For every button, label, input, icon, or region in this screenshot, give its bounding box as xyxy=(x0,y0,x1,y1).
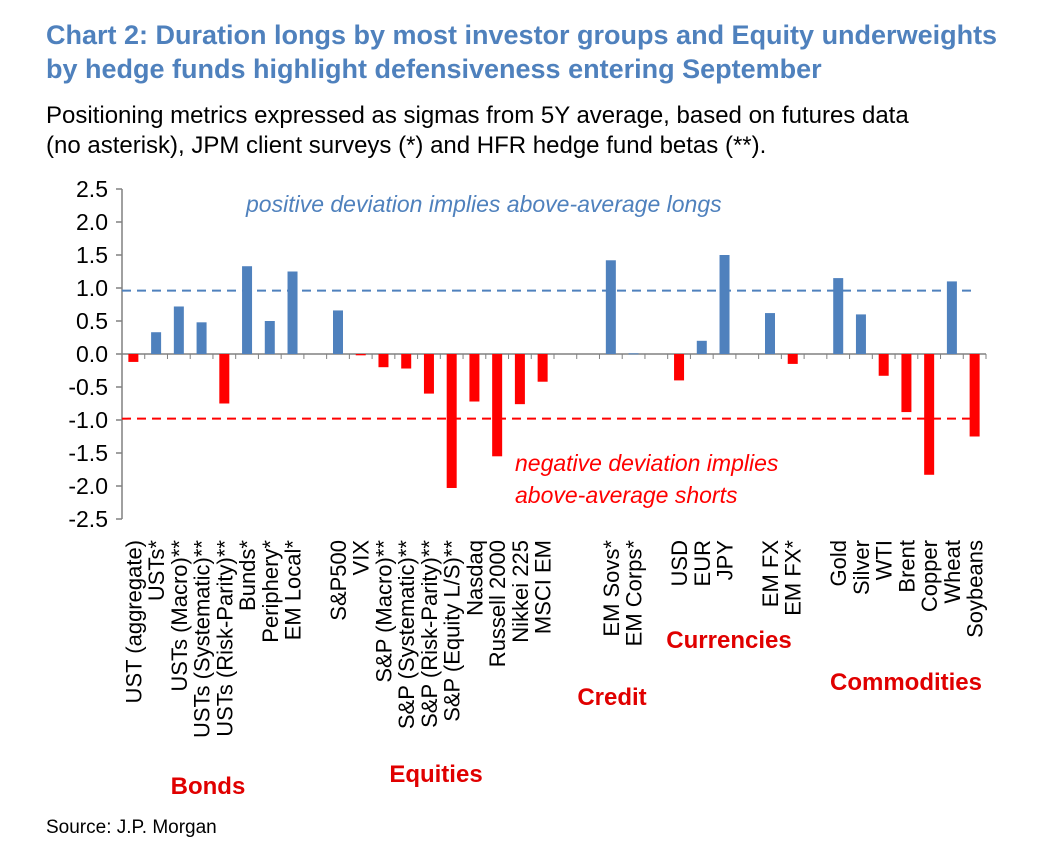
chart-subtitle-line-2: (no asterisk), JPM client surveys (*) an… xyxy=(46,132,767,159)
bar xyxy=(855,314,866,354)
bar xyxy=(469,354,480,402)
y-tick-label: 2.5 xyxy=(76,176,108,202)
bar xyxy=(401,354,412,369)
bar xyxy=(264,321,275,354)
bar xyxy=(287,271,298,354)
category-label: USTs (Systematic)** xyxy=(190,540,215,738)
bar xyxy=(901,354,912,413)
group-label-equities: Equities xyxy=(389,761,482,788)
bar xyxy=(946,281,957,354)
bar xyxy=(787,354,798,364)
bar xyxy=(537,354,548,382)
bar xyxy=(628,353,639,355)
category-label: WTI xyxy=(872,540,897,580)
category-label: EUR xyxy=(690,540,715,586)
bar xyxy=(696,340,707,354)
negative-annotation-line-1: negative deviation implies xyxy=(515,450,779,476)
bar xyxy=(446,354,457,488)
chart-title-line-2: by hedge funds highlight defensiveness e… xyxy=(46,54,822,84)
category-label: S&P500 xyxy=(326,540,351,621)
category-label: JPY xyxy=(713,540,738,581)
category-label: S&P (Risk-Parity)** xyxy=(417,540,442,728)
group-label-commodities: Commodities xyxy=(830,669,982,696)
positive-annotation: positive deviation implies above-average… xyxy=(245,191,722,217)
chart-subtitle-line-1: Positioning metrics expressed as sigmas … xyxy=(46,102,909,129)
category-label: S&P (Macro)** xyxy=(371,540,396,683)
category-label: USD xyxy=(667,540,692,586)
bar xyxy=(333,310,343,354)
category-label: Russell 2000 xyxy=(485,540,510,667)
category-label: UST (aggregate) xyxy=(121,540,146,703)
y-tick-label: 1.0 xyxy=(76,275,108,301)
category-label: EM FX* xyxy=(781,540,806,616)
group-label-credit: Credit xyxy=(577,684,646,711)
bar xyxy=(128,354,139,362)
y-tick-label: 0.0 xyxy=(76,341,108,367)
bar xyxy=(674,354,685,381)
bar xyxy=(605,260,616,354)
category-label: Wheat xyxy=(940,540,965,604)
category-label: EM Corps* xyxy=(622,540,647,647)
bar xyxy=(219,354,230,404)
category-label: EM Local* xyxy=(281,540,306,641)
y-tick-label: 0.5 xyxy=(76,308,108,334)
y-tick-label: 2.0 xyxy=(76,209,108,235)
bar xyxy=(242,266,253,354)
category-label: VIX xyxy=(349,540,374,576)
bar xyxy=(423,354,434,394)
category-label: USTs (Macro)** xyxy=(167,540,192,692)
bar xyxy=(514,354,525,405)
bar xyxy=(378,354,389,368)
category-label: Copper xyxy=(917,540,942,612)
negative-annotation-line-2: above-average shorts xyxy=(515,482,738,508)
category-label: S&P (Equity L/S)** xyxy=(440,540,465,722)
category-label: Periphery* xyxy=(258,540,283,643)
bar xyxy=(924,354,935,475)
group-label-bonds: Bonds xyxy=(171,773,246,800)
bar xyxy=(719,255,730,354)
category-label: Silver xyxy=(849,540,874,595)
y-tick-label: -2.0 xyxy=(68,473,108,499)
y-tick-label: -1.5 xyxy=(68,440,108,466)
category-label: USTs* xyxy=(144,540,169,602)
y-tick-label: -2.5 xyxy=(68,506,108,532)
group-label-currencies: Currencies xyxy=(666,627,791,654)
category-label: S&P (Systematic)** xyxy=(394,540,419,730)
category-label: EM FX xyxy=(758,540,783,608)
y-tick-label: -0.5 xyxy=(68,374,108,400)
bar xyxy=(765,313,775,354)
category-label: Nasdaq xyxy=(462,540,487,616)
category-label: MSCI EM xyxy=(531,540,556,634)
y-tick-label: 1.5 xyxy=(76,242,108,268)
category-label: Bunds* xyxy=(235,540,260,611)
bar xyxy=(355,354,366,356)
category-label: USTs (Risk-Parity)** xyxy=(212,540,237,737)
category-label: Gold xyxy=(826,540,851,586)
bar xyxy=(173,306,184,354)
bar xyxy=(196,322,207,354)
bar xyxy=(492,354,503,457)
chart-title: Chart 2: Duration longs by most investor… xyxy=(46,18,1051,86)
category-label: Soybeans xyxy=(963,540,988,638)
chart-subtitle: Positioning metrics expressed as sigmas … xyxy=(46,101,1051,161)
bar xyxy=(833,278,844,354)
y-tick-label: -1.0 xyxy=(68,407,108,433)
bar xyxy=(151,332,162,354)
bar xyxy=(878,354,889,376)
source-note: Source: J.P. Morgan xyxy=(46,817,217,838)
chart-title-line-1: Chart 2: Duration longs by most investor… xyxy=(46,20,998,50)
category-label: EM Sovs* xyxy=(599,540,624,637)
bar xyxy=(969,354,980,437)
category-label: Nikkei 225 xyxy=(508,540,533,643)
category-label: Brent xyxy=(894,540,919,593)
